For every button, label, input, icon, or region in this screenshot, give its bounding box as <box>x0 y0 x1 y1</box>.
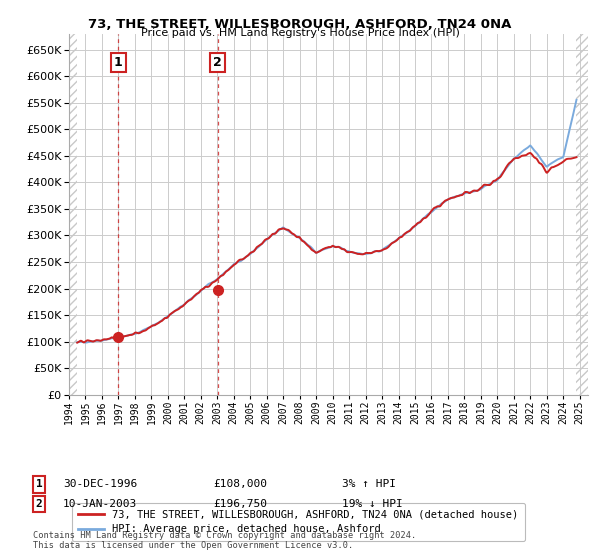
Text: 2: 2 <box>214 57 222 69</box>
Text: 73, THE STREET, WILLESBOROUGH, ASHFORD, TN24 0NA: 73, THE STREET, WILLESBOROUGH, ASHFORD, … <box>88 18 512 31</box>
Text: Contains HM Land Registry data © Crown copyright and database right 2024.
This d: Contains HM Land Registry data © Crown c… <box>33 531 416 550</box>
Text: 1: 1 <box>35 479 43 489</box>
Text: £108,000: £108,000 <box>213 479 267 489</box>
Text: 2: 2 <box>35 499 43 509</box>
Text: 19% ↓ HPI: 19% ↓ HPI <box>342 499 403 509</box>
Text: 3% ↑ HPI: 3% ↑ HPI <box>342 479 396 489</box>
Text: £196,750: £196,750 <box>213 499 267 509</box>
Text: Price paid vs. HM Land Registry's House Price Index (HPI): Price paid vs. HM Land Registry's House … <box>140 28 460 38</box>
Text: 30-DEC-1996: 30-DEC-1996 <box>63 479 137 489</box>
Text: 10-JAN-2003: 10-JAN-2003 <box>63 499 137 509</box>
Text: 1: 1 <box>114 57 122 69</box>
Legend: 73, THE STREET, WILLESBOROUGH, ASHFORD, TN24 0NA (detached house), HPI: Average : 73, THE STREET, WILLESBOROUGH, ASHFORD, … <box>71 503 525 540</box>
